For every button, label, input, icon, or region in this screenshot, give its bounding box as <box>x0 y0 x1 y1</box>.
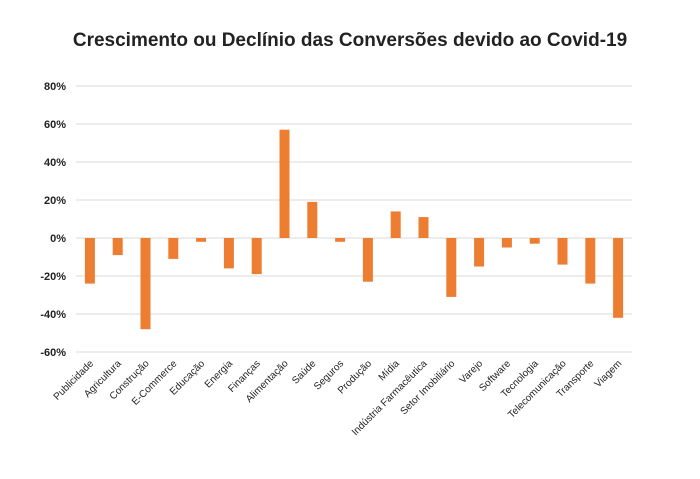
bar <box>168 238 179 259</box>
bar <box>613 238 624 318</box>
bar <box>390 211 401 238</box>
bar <box>529 238 540 244</box>
y-tick-label: -20% <box>40 271 66 283</box>
chart-title: Crescimento ou Declínio das Conversões d… <box>72 30 628 51</box>
gridlines <box>76 85 632 353</box>
bar <box>112 238 123 256</box>
x-tick-label: Viagem <box>593 358 625 390</box>
y-tick-labels: 80% 60% 40% 20% 0% -20% -40% -60% <box>40 81 66 359</box>
bar <box>362 238 373 282</box>
bar <box>307 201 318 238</box>
y-tick-label: 60% <box>44 119 66 131</box>
bar <box>418 217 429 238</box>
x-tick-label: Mídia <box>377 358 402 383</box>
bars <box>84 129 624 330</box>
x-tick-labels: PublicidadeAgriculturaConstruçãoE-Commer… <box>52 358 625 438</box>
bar <box>501 238 512 248</box>
bar <box>557 238 568 265</box>
y-tick-label: -60% <box>40 347 66 359</box>
bar <box>84 238 95 284</box>
bar <box>196 238 207 242</box>
y-tick-label: 40% <box>44 157 66 169</box>
bar <box>140 238 151 330</box>
y-tick-label: 0% <box>50 233 66 245</box>
bar <box>446 238 457 297</box>
bar <box>474 238 485 267</box>
bar <box>279 129 290 238</box>
y-tick-label: 80% <box>44 81 66 93</box>
y-tick-label: 20% <box>44 195 66 207</box>
y-tick-label: -40% <box>40 309 66 321</box>
bar <box>223 238 234 269</box>
bar <box>585 238 596 284</box>
bar <box>251 238 262 275</box>
bar <box>335 238 346 242</box>
